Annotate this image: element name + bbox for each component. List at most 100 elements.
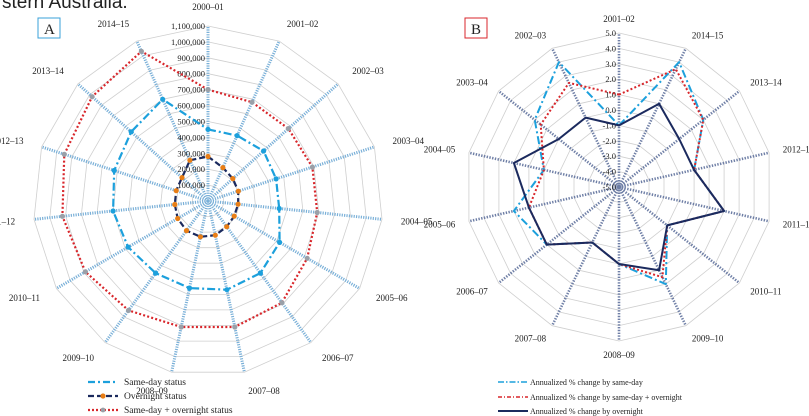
series-point-2 <box>125 307 132 313</box>
category-label: 2014–15 <box>692 31 724 41</box>
category-label: 2007–08 <box>248 386 280 396</box>
axis-spoke <box>33 199 209 221</box>
radial-tick-label: -1.0 <box>603 120 616 130</box>
category-label: 2013–14 <box>32 66 64 76</box>
page-title: stern Australia. <box>2 0 128 13</box>
series-point-0 <box>125 244 131 250</box>
radial-tick-label: -2.0 <box>603 136 616 146</box>
category-label: 2008–09 <box>603 350 635 360</box>
grid-ring <box>144 136 272 264</box>
axis-spoke <box>207 199 361 290</box>
series-point-1 <box>183 228 190 234</box>
series-point-2 <box>61 151 67 157</box>
series-point-0 <box>128 129 134 135</box>
category-label: 2009–10 <box>692 333 724 343</box>
radial-tick-label: 1.0 <box>605 90 616 100</box>
radar-chart-b: -5.0 -4.0 -3.0 -2.0 -1.0 0.0 1.0 2.0 3.0 4.0 5.0 20… <box>424 14 809 360</box>
panel-a-label: A <box>44 22 55 38</box>
radial-tick-label: 4.0 <box>605 43 616 53</box>
series-point-1 <box>220 165 226 171</box>
radial-tick-label: 1,000,000 <box>171 37 205 47</box>
series-point-2 <box>285 126 291 132</box>
grid-ring <box>112 105 304 295</box>
category-label: 2007–08 <box>515 333 547 343</box>
axis-spoke <box>617 47 687 188</box>
grid-ring <box>80 73 336 326</box>
axis-spoke <box>76 82 210 203</box>
category-label: 2013–14 <box>750 77 782 87</box>
series-point-0 <box>234 133 240 139</box>
series-point-0 <box>111 167 117 174</box>
series-point-2 <box>82 269 88 275</box>
panel-b-label-box <box>464 17 488 39</box>
radial-tick-label: 5.0 <box>605 28 616 38</box>
radial-tick-label: 1,100,000 <box>171 21 205 31</box>
panel-b-label: B <box>471 22 481 38</box>
category-label: 2011–12 <box>0 216 15 226</box>
axis-spoke <box>41 145 209 203</box>
category-label: 2009–10 <box>63 353 95 363</box>
grid-ring <box>483 47 755 327</box>
category-label: 2014–15 <box>98 19 130 29</box>
grid-ring <box>96 89 320 311</box>
radial-tick-label: 400,000 <box>177 132 205 142</box>
category-label: 2012–13 <box>0 136 24 146</box>
series-point-0 <box>261 148 267 154</box>
center-marker <box>614 182 624 192</box>
series-point-2 <box>232 324 238 330</box>
legend-a-marker-overnight <box>100 393 106 399</box>
axis-spoke <box>617 186 687 327</box>
series-point-0 <box>257 270 263 276</box>
radial-tick-label: 300,000 <box>177 148 205 158</box>
category-label: 2012–13 <box>783 145 809 155</box>
category-label: 2003–04 <box>393 136 425 146</box>
axis-spoke <box>135 40 210 202</box>
legend-a-label-overnight: Overnight status <box>124 392 187 402</box>
axis-spoke <box>497 185 620 285</box>
series-point-2 <box>304 255 310 261</box>
grid-ring <box>33 25 383 373</box>
category-label: 2010–11 <box>750 287 781 297</box>
category-label: 2010–11 <box>9 293 40 303</box>
grid-ring <box>128 121 288 280</box>
series-point-1 <box>224 224 230 230</box>
radial-tick-label: 800,000 <box>177 69 205 79</box>
series-line-1 <box>173 155 240 238</box>
series-point-2 <box>178 324 184 330</box>
radial-tick-label: 0.0 <box>605 105 616 115</box>
radial-tick-label: 900,000 <box>177 53 205 63</box>
category-label: 2004–05 <box>401 216 433 226</box>
series-point-0 <box>186 285 193 291</box>
radial-tick-label: 500,000 <box>177 117 205 127</box>
axis-spoke <box>468 185 620 223</box>
category-label: 2005–06 <box>424 219 456 229</box>
category-label: 2002–03 <box>515 31 547 41</box>
series-point-0 <box>276 205 282 212</box>
legend-a-label-combined: Same-day + overnight status <box>124 406 233 416</box>
axis-spoke <box>618 185 741 285</box>
radial-tick-label: -5.0 <box>603 182 616 192</box>
legend-a-label-same-day: Same-day status <box>124 378 186 388</box>
series-point-0 <box>273 176 279 182</box>
series-line-2 <box>512 102 726 272</box>
legend-b: Annualized % change by same-day Annualiz… <box>498 378 683 416</box>
series-point-1 <box>175 215 181 222</box>
series-point-1 <box>187 157 193 163</box>
category-label: 2001–02 <box>287 19 319 29</box>
axis-spoke <box>206 40 281 202</box>
panel-a-label-box <box>37 17 61 39</box>
grid-ring <box>160 152 256 249</box>
grid-ring <box>468 32 770 342</box>
radial-tick-label: 700,000 <box>177 85 205 95</box>
series-point-2 <box>249 99 255 105</box>
radial-tick-label: 2.0 <box>605 74 616 84</box>
category-label: 2001–02 <box>603 14 635 24</box>
axis-spoke <box>618 185 770 223</box>
series-point-1 <box>235 201 241 207</box>
legend-b-label-same-day: Annualized % change by same-day <box>530 378 643 387</box>
radar-chart-a: 100,000 200,000 300,000 400,000 500,000 600,0… <box>0 2 433 396</box>
radial-tick-label: 600,000 <box>177 101 205 111</box>
category-label: 2008–09 <box>136 386 168 396</box>
series-point-2 <box>314 209 320 216</box>
radial-tick-label: 200,000 <box>177 164 205 174</box>
